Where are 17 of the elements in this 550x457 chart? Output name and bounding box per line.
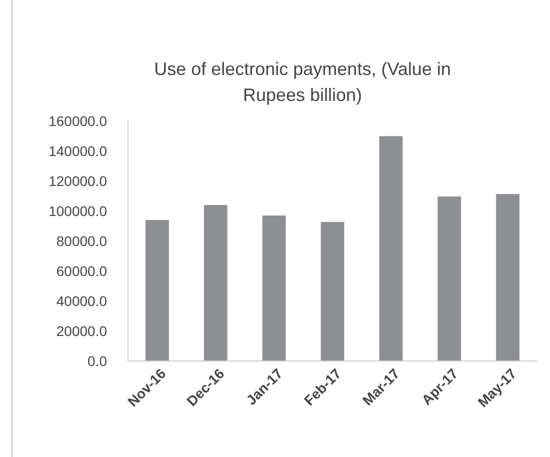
bar bbox=[146, 220, 169, 361]
y-tick-label: 100000.0 bbox=[48, 202, 108, 219]
bar bbox=[379, 136, 403, 361]
y-tick-label: 60000.0 bbox=[56, 262, 108, 279]
bar bbox=[320, 222, 344, 361]
y-tick-label: 120000.0 bbox=[48, 172, 108, 189]
y-tick-label: 140000.0 bbox=[48, 142, 108, 159]
y-tick-label: 40000.0 bbox=[56, 292, 108, 309]
y-tick-label: 80000.0 bbox=[56, 232, 108, 249]
bar bbox=[204, 205, 228, 361]
y-tick-label: 0.0 bbox=[88, 352, 108, 369]
y-tick-label: 20000.0 bbox=[56, 322, 108, 339]
chart-title: Use of electronic payments, (Value in Rupees billion) bbox=[154, 59, 451, 105]
bar bbox=[496, 194, 520, 361]
bar bbox=[262, 216, 286, 361]
y-tick-label: 160000.0 bbox=[48, 112, 108, 129]
bar bbox=[438, 196, 462, 361]
